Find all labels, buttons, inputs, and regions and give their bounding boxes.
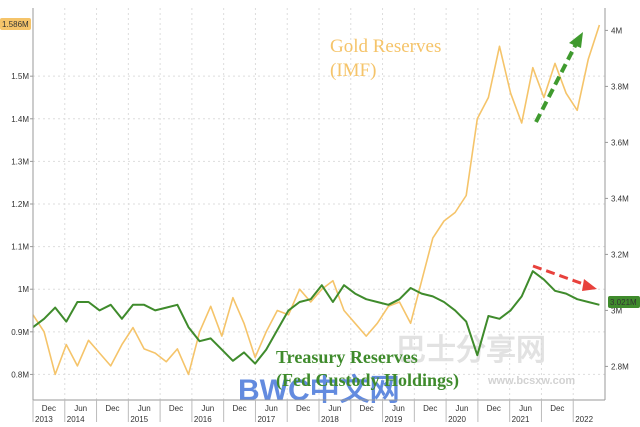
x-tick-year-label: 2018 xyxy=(321,415,339,424)
x-tick-month-label: Dec xyxy=(232,404,246,413)
x-tick-month-label: Dec xyxy=(105,404,119,413)
x-tick-month-label: Jun xyxy=(519,404,532,413)
x-tick-month-label: Jun xyxy=(74,404,87,413)
y-right-tick-label: 2.8M xyxy=(611,362,629,371)
gold-series-label-line1: Gold Reserves xyxy=(330,36,441,57)
y-right-tick-label: 3.8M xyxy=(611,82,629,91)
gold-trend-arrowhead xyxy=(569,32,583,48)
y-left-tick-label: 1.5M xyxy=(11,72,29,81)
y-left-tick-label: 0.8M xyxy=(11,370,29,379)
x-tick-year-label: 2021 xyxy=(512,415,530,424)
x-tick-month-label: Dec xyxy=(169,404,183,413)
axis-layer: 0.8M 0.9M 1M 1.1M 1.2M 1.3M 1.4M 1.5M 2.8M 3M 3.2M… xyxy=(11,8,629,424)
label-layer: Gold Reserves (IMF) Treasury Reserves (F… xyxy=(276,36,459,391)
gold-last-value-label: 1.586M xyxy=(2,20,29,29)
x-tick-month-label: Jun xyxy=(265,404,278,413)
x-tick-year-label: 2014 xyxy=(67,415,85,424)
x-tick-month-label: Jun xyxy=(201,404,214,413)
treasury-series-label-line2: (Fed Custody Holdings) xyxy=(276,370,459,391)
x-tick-month-label: Jun xyxy=(138,404,151,413)
x-tick-month-label: Jun xyxy=(328,404,341,413)
y-right-tick-label: 3.4M xyxy=(611,194,629,203)
arrow-layer xyxy=(532,32,597,291)
y-right-tick-label: 3.2M xyxy=(611,250,629,259)
y-left-tick-label: 1.3M xyxy=(11,157,29,166)
gold-series-label-line2: (IMF) xyxy=(330,60,376,81)
badge-layer: 1.586M 3.021M xyxy=(0,18,640,308)
series-layer xyxy=(32,24,601,376)
x-tick-month-label: Dec xyxy=(423,404,437,413)
y-left-tick-label: 1.4M xyxy=(11,115,29,124)
x-tick-month-label: Dec xyxy=(296,404,310,413)
x-tick-month-label: Jun xyxy=(392,404,405,413)
y-left-tick-label: 1.1M xyxy=(11,243,29,252)
y-left-tick-label: 1M xyxy=(18,285,29,294)
y-left-tick-label: 1.2M xyxy=(11,200,29,209)
gold-reserves-line xyxy=(32,24,601,376)
y-right-tick-label: 4M xyxy=(611,26,622,35)
treasury-trend-arrow-line xyxy=(532,264,587,287)
x-tick-year-label: 2022 xyxy=(575,415,593,424)
x-tick-month-label: Dec xyxy=(550,404,564,413)
y-right-tick-label: 3M xyxy=(611,306,622,315)
y-right-tick-label: 3.6M xyxy=(611,138,629,147)
watermark-site-url: www.bcsxw.com xyxy=(487,375,575,387)
gold-last-value-badge xyxy=(0,18,31,30)
x-tick-year-label: 2016 xyxy=(194,415,212,424)
treasury-last-value-label: 3.021M xyxy=(610,298,637,307)
treasury-last-value-badge xyxy=(608,296,640,308)
x-tick-year-label: 2019 xyxy=(385,415,403,424)
treasury-trend-arrowhead xyxy=(582,279,597,291)
x-tick-month-label: Dec xyxy=(487,404,501,413)
y-left-tick-label: 0.9M xyxy=(11,328,29,337)
x-tick-year-label: 2015 xyxy=(130,415,148,424)
x-tick-month-label: Dec xyxy=(42,404,56,413)
x-tick-month-label: Dec xyxy=(360,404,374,413)
treasury-series-label-line1: Treasury Reserves xyxy=(276,347,418,367)
x-tick-month-label: Jun xyxy=(456,404,469,413)
gold-trend-arrow-line xyxy=(534,43,578,123)
treasury-reserves-line xyxy=(32,270,600,365)
x-tick-year-label: 2020 xyxy=(448,415,466,424)
x-tick-year-label: 2017 xyxy=(257,415,275,424)
x-tick-year-label: 2013 xyxy=(35,415,53,424)
